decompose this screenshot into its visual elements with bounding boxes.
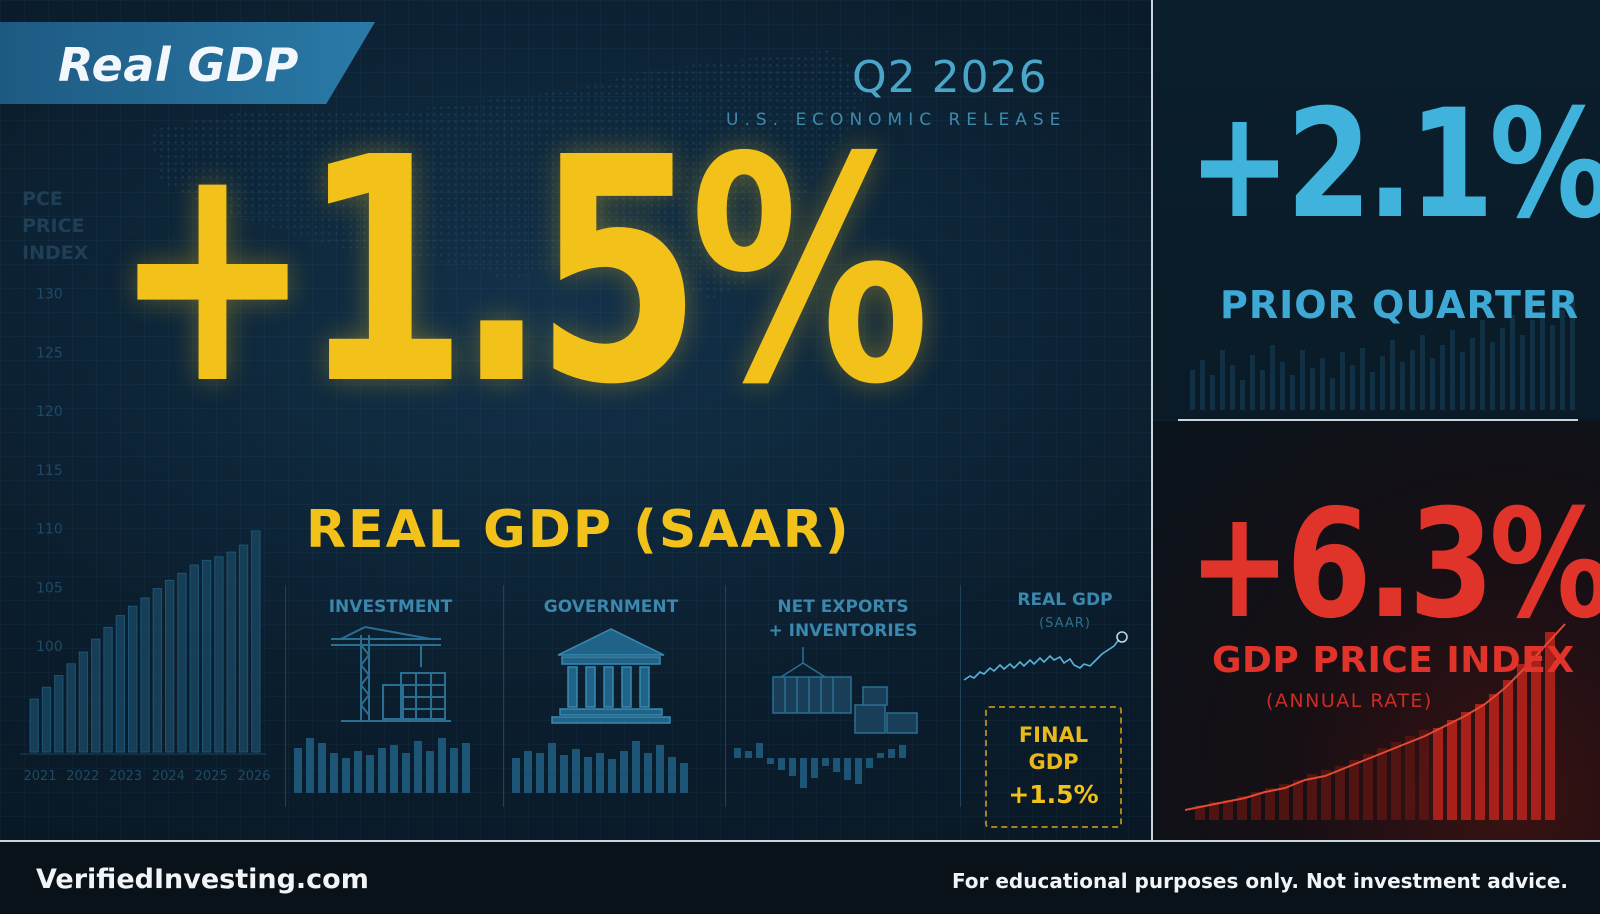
pce-bar (66, 663, 76, 753)
mini-chart-title: REAL GDP (1017, 590, 1113, 610)
pce-bar (115, 615, 126, 753)
component-investment: INVESTMENT (285, 585, 495, 807)
pce-y-tick: 100 (36, 639, 63, 655)
footer-disclaimer: For educational purposes only. Not inves… (951, 869, 1568, 893)
headline-label: REAL GDP (SAAR) (306, 500, 851, 560)
price-index-label: GDP PRICE INDEX (1212, 640, 1575, 681)
real-gdp-sparkline (963, 631, 1128, 681)
government-bars (512, 741, 688, 793)
final-gdp-label: GDP (1028, 750, 1079, 774)
pce-bar (226, 551, 236, 753)
vertical-divider (1151, 0, 1153, 840)
government-building-icon (551, 628, 671, 724)
pce-bar (238, 544, 249, 753)
pce-bar (164, 579, 175, 753)
construction-crane-icon (330, 626, 451, 722)
mini-chart-subtitle: (SAAR) (1039, 616, 1091, 631)
pce-bar (91, 638, 101, 753)
component-label: INVESTMENT (328, 597, 453, 617)
pce-x-tick: 2022 (66, 769, 99, 784)
horizontal-divider (1178, 419, 1578, 421)
final-gdp-value: +1.5% (1008, 780, 1099, 809)
pce-y-tick: 125 (36, 345, 63, 361)
price-index-value: +6.3% (1188, 478, 1600, 652)
pce-y-tick: 110 (36, 522, 63, 538)
headline-value: +1.5% (112, 92, 930, 453)
page-title: Real GDP (58, 38, 299, 92)
us-map-graphic (150, 50, 870, 300)
prior-quarter-value: +2.1% (1188, 78, 1600, 252)
release-label: U.S. ECONOMIC RELEASE (726, 110, 1067, 130)
pce-bar (54, 675, 64, 753)
prior-quarter-label: PRIOR QUARTER (1220, 283, 1580, 327)
price-index-decor-chart (1185, 623, 1566, 820)
footer: VerifiedInvesting.com For educational pu… (0, 840, 1600, 914)
pce-bar (41, 686, 52, 753)
investment-bars (294, 738, 470, 793)
final-gdp-label: FINAL (1018, 723, 1089, 747)
pce-x-tick: 2026 (237, 769, 270, 784)
pce-y-tick: 120 (36, 404, 63, 420)
footer-brand: VerifiedInvesting.com (36, 864, 369, 895)
quarter-label: Q2 2026 (852, 52, 1048, 103)
pce-x-tick: 2025 (195, 769, 228, 784)
pce-bar (140, 597, 150, 753)
pce-bar (201, 559, 212, 753)
component-label: NET EXPORTS + INVENTORIES (768, 597, 918, 641)
price-index-sublabel: (ANNUAL RATE) (1266, 690, 1433, 712)
component-net-exports: NET EXPORTS + INVENTORIES (725, 585, 960, 807)
shipping-container-icon (772, 647, 918, 734)
prior-quarter-decor-bars (1190, 300, 1575, 410)
title-banner (0, 22, 375, 104)
net-exports-bars (734, 743, 906, 788)
pce-bar (251, 530, 261, 753)
pce-bar (103, 626, 113, 753)
component-government: GOVERNMENT (503, 585, 718, 807)
final-gdp-box: FINAL GDP +1.5% (985, 706, 1122, 828)
pce-bar (29, 698, 39, 753)
prior-quarter-panel (1153, 0, 1600, 419)
pce-bar (189, 564, 199, 753)
pce-bar (177, 572, 187, 753)
pce-y-tick: 105 (36, 580, 63, 596)
component-real-gdp (960, 585, 1150, 807)
pce-bar (152, 588, 162, 753)
pce-x-tick: 2021 (23, 769, 56, 784)
pce-price-index-chart: 100 105 110 115 120 125 130 2021 2022 2023 2024 202… (20, 287, 271, 784)
pce-chart-title: PCE PRICE INDEX (22, 188, 89, 264)
pce-x-tick: 2023 (109, 769, 142, 784)
component-label: GOVERNMENT (543, 597, 679, 617)
pce-x-tick: 2024 (152, 769, 185, 784)
pce-bar (78, 651, 89, 753)
pce-y-tick: 130 (36, 287, 63, 303)
pce-bar (214, 556, 224, 753)
pce-bar (128, 605, 138, 753)
pce-y-tick: 115 (36, 463, 63, 479)
